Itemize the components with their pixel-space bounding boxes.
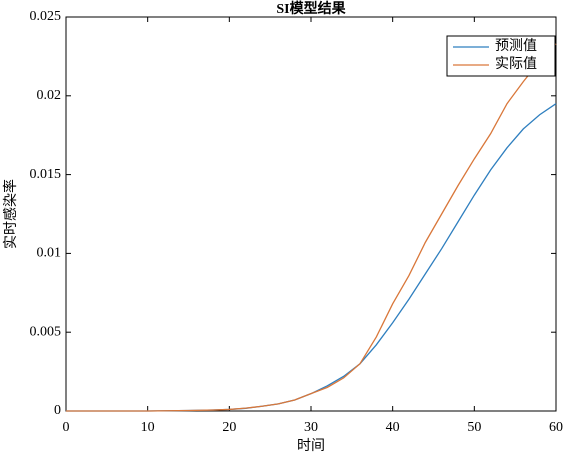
legend-box bbox=[446, 35, 556, 77]
x-axis-label: 时间 bbox=[297, 438, 325, 454]
y-tick-label: 0.025 bbox=[30, 9, 62, 24]
chart-title: SI模型结果 bbox=[276, 0, 346, 17]
legend-label: 预测值 bbox=[495, 38, 537, 54]
x-tick-label: 40 bbox=[386, 420, 400, 435]
x-tick-label: 20 bbox=[222, 420, 236, 435]
x-tick-label: 60 bbox=[549, 420, 563, 435]
x-tick-label: 30 bbox=[304, 420, 318, 435]
y-tick-label: 0.01 bbox=[37, 246, 62, 261]
y-axis-label: 实时感染率 bbox=[2, 179, 19, 249]
y-tick-label: 0 bbox=[54, 403, 61, 418]
legend-label: 实际值 bbox=[495, 56, 537, 72]
y-tick-label: 0.02 bbox=[37, 88, 62, 103]
x-tick-label: 0 bbox=[63, 420, 70, 435]
x-tick-label: 50 bbox=[467, 420, 481, 435]
y-tick-label: 0.005 bbox=[30, 324, 62, 339]
y-tick-label: 0.015 bbox=[30, 167, 62, 182]
x-tick-label: 10 bbox=[141, 420, 155, 435]
series-line bbox=[66, 43, 557, 412]
